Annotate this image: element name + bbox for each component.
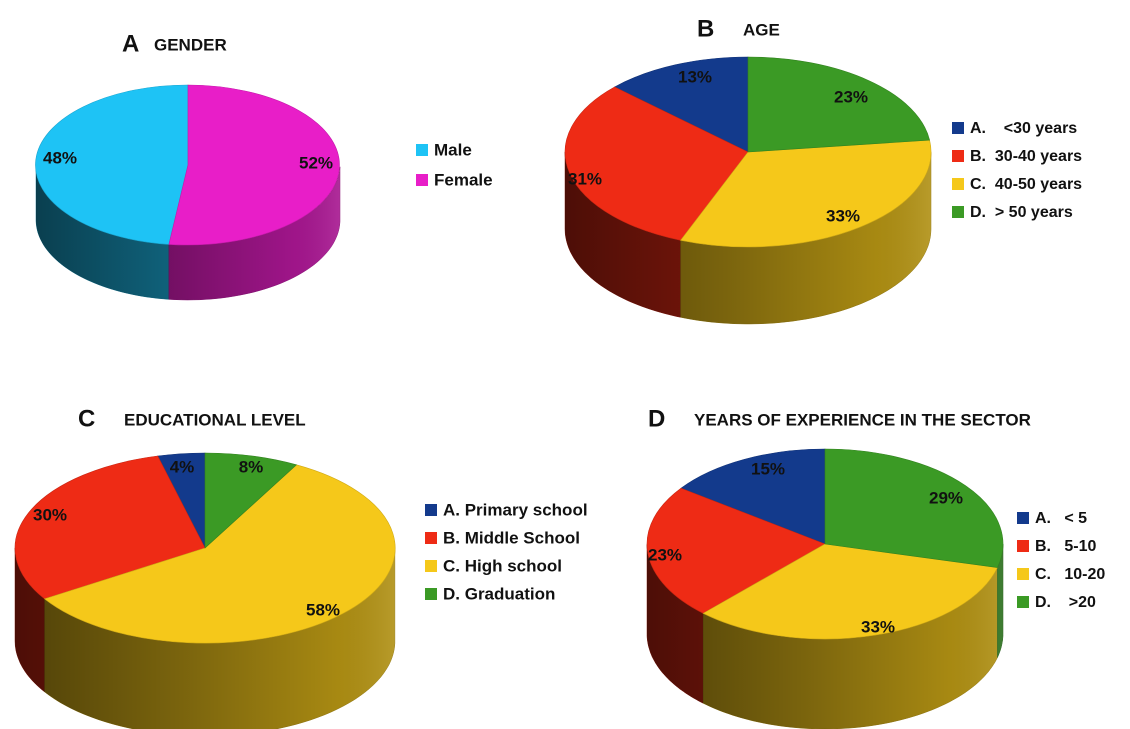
panel-title: D YEARS OF EXPERIENCE IN THE SECTOR (648, 405, 1031, 432)
slice-data-label: 23% (648, 545, 682, 564)
panel-letter: B (697, 15, 714, 42)
pie-slice-red (564, 86, 749, 241)
legend-label: D. Graduation (443, 584, 555, 603)
pie-top (35, 84, 340, 246)
chart-title: EDUCATIONAL LEVEL (124, 410, 306, 429)
slice-data-label: 48% (43, 148, 77, 167)
slice-data-label: 58% (306, 600, 340, 619)
slice-data-label: 30% (33, 505, 67, 524)
pie-top (564, 56, 932, 248)
chart-legend: Male Female (416, 140, 493, 189)
panel-letter: D (648, 405, 665, 432)
legend-label: B. Middle School (443, 528, 580, 547)
chart-legend: A. < 5 B. 5-10 C. 10-20 D. >20 (1017, 510, 1105, 611)
pie-slice-yellow (702, 543, 998, 640)
pie-slice-red (646, 487, 826, 614)
slice-data-label: 33% (861, 617, 895, 636)
legend-swatch-female (416, 174, 428, 186)
pie-side-shading (15, 548, 395, 729)
legend-swatch-red (1017, 540, 1029, 552)
pie-slice-red (14, 455, 206, 600)
legend-label: C. High school (443, 556, 562, 575)
pie-side-shading (36, 165, 340, 300)
legend-swatch-blue (425, 504, 437, 516)
legend-label: D. >20 (1035, 594, 1096, 611)
legend-swatch-blue (1017, 512, 1029, 524)
legend-swatch-male (416, 144, 428, 156)
chart-title: AGE (743, 20, 780, 39)
slice-data-label: 15% (751, 459, 785, 478)
slice-data-label: 4% (170, 457, 195, 476)
legend-label: C. 10-20 (1035, 566, 1105, 583)
legend-label: Male (434, 140, 472, 159)
legend-swatch-yellow (425, 560, 437, 572)
panel-title: A GENDER (122, 30, 227, 57)
pie-slice-yellow (43, 464, 396, 644)
legend-label: A. <30 years (970, 120, 1077, 137)
slice-data-label: 29% (929, 488, 963, 507)
slice-data-label: 52% (299, 153, 333, 172)
pie-chart-d: 15% 23% 33% 29% D YEARS OF EXPERIENCE IN THE … (646, 405, 1105, 729)
panel-letter: A (122, 30, 139, 57)
slice-data-label: 33% (826, 206, 860, 225)
pie-slice-male (35, 84, 189, 245)
panel-title: B AGE (697, 15, 780, 42)
legend-swatch-blue (952, 122, 964, 134)
legend-label: A. < 5 (1035, 510, 1087, 527)
slice-data-label: 13% (678, 67, 712, 86)
pie-slice-female (168, 84, 340, 246)
legend-swatch-red (425, 532, 437, 544)
pie-chart-c: 4% 30% 58% 8% C EDUCATIONAL LEVEL A. Primary s… (14, 405, 588, 729)
legend-swatch-yellow (952, 178, 964, 190)
pie-slice-blue (613, 56, 749, 153)
chart-legend: A. Primary school B. Middle School C. High… (425, 500, 588, 603)
chart-title: YEARS OF EXPERIENCE IN THE SECTOR (694, 410, 1031, 429)
legend-label: B. 5-10 (1035, 538, 1096, 555)
panel-title: C EDUCATIONAL LEVEL (78, 405, 306, 432)
legend-swatch-green (1017, 596, 1029, 608)
legend-swatch-green (425, 588, 437, 600)
pie-chart-a: 48% 52% A GENDER Male Female (35, 30, 493, 301)
legend-swatch-yellow (1017, 568, 1029, 580)
pie-slice-blue (680, 448, 826, 545)
pie-side-shading (647, 544, 1003, 729)
chart-title: GENDER (154, 35, 227, 54)
legend-label: A. Primary school (443, 500, 588, 519)
pie-slice-green (824, 448, 1004, 568)
panel-letter: C (78, 405, 95, 432)
pie-slice-green (204, 452, 298, 549)
chart-legend: A. <30 years B. 30-40 years C. 40-50 years… (952, 120, 1082, 221)
slice-data-label: 8% (239, 457, 264, 476)
legend-label: Female (434, 170, 493, 189)
legend-swatch-red (952, 150, 964, 162)
legend-label: C. 40-50 years (970, 176, 1082, 193)
pie-chart-b: 13% 31% 33% 23% B AGE A. <30 years B. 30-40 yea… (564, 15, 1082, 325)
pie-top (14, 452, 396, 644)
pie-side-shading (565, 152, 931, 324)
slice-data-label: 31% (568, 169, 602, 188)
pie-slice-yellow (680, 139, 932, 248)
slice-data-label: 23% (834, 87, 868, 106)
legend-label: B. 30-40 years (970, 148, 1082, 165)
legend-swatch-green (952, 206, 964, 218)
legend-label: D. > 50 years (970, 204, 1073, 221)
pie-slice-green (747, 56, 930, 153)
pie-top (646, 448, 1004, 640)
